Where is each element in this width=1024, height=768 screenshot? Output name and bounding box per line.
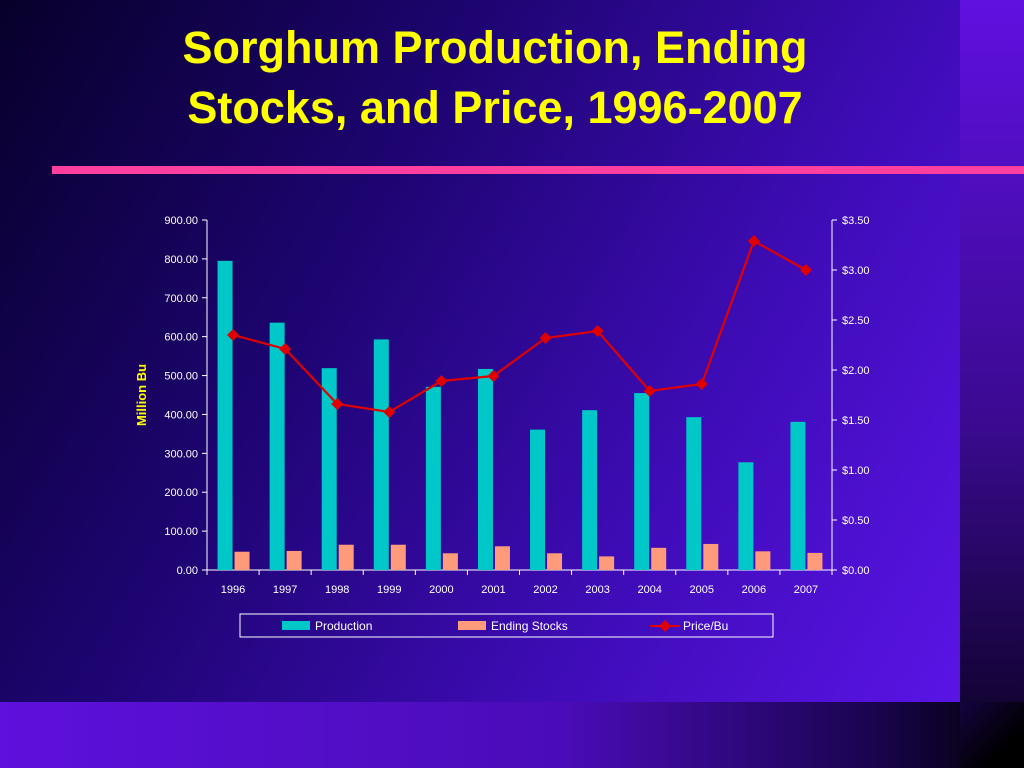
production-bar [269,322,285,570]
x-tick-label: 1996 [221,584,245,596]
ending-stocks-bar [234,551,250,570]
production-bar [582,410,598,570]
left-tick-label: 600.00 [164,332,198,344]
right-tick-label: $3.00 [842,265,870,277]
legend-swatch-production [282,621,310,630]
legend-label: Ending Stocks [491,619,568,633]
ending-stocks-bar [703,543,719,570]
price-line [227,235,812,418]
price-line-path [232,239,807,414]
production-bar [634,393,650,570]
price-point [487,370,500,382]
slide-background [0,0,960,702]
price-point [695,378,708,390]
price-point [435,375,448,387]
ending-stocks-bar [599,556,615,570]
left-tick-label: 400.00 [164,409,198,421]
left-tick-label: 100.00 [164,526,198,538]
legend-label: Production [315,619,372,633]
ending-stocks-bar [547,553,563,570]
right-tick-label: $2.50 [842,315,870,327]
left-tick-label: 0.00 [177,565,198,577]
title-line-2: Stocks, and Price, 1996-2007 [187,82,803,133]
x-tick-label: 2004 [637,584,661,596]
production-bar [373,339,389,570]
ending-stocks-bar [651,547,667,570]
chart-axes [202,219,837,575]
chart-bars [217,260,823,570]
price-point [383,406,396,418]
price-point [539,332,552,344]
production-bar [425,386,441,570]
left-tick-label: 200.00 [164,487,198,499]
legend-swatch-ending-stocks [458,621,486,630]
left-tick-label: 800.00 [164,254,198,266]
y-axis-title: Million Bu [134,364,149,426]
production-bar [530,429,546,570]
production-bar [321,368,337,570]
production-bar [477,368,493,570]
x-tick-label: 2003 [585,584,609,596]
left-tick-label: 500.00 [164,371,198,383]
slide-title: Sorghum Production, Ending Stocks, and P… [0,18,990,138]
x-tick-label: 2001 [481,584,505,596]
left-tick-label: 900.00 [164,215,198,227]
price-point [747,235,760,247]
chart-legend: Production Ending Stocks Price/Bu [239,613,774,638]
price-point [331,398,344,410]
price-point [591,325,604,337]
legend-box [239,613,774,638]
ending-stocks-bar [442,553,458,570]
price-point [279,343,292,355]
bottom-accent-bar [0,702,1024,768]
left-tick-label: 300.00 [164,448,198,460]
x-tick-label: 1997 [273,584,297,596]
production-bar [790,421,806,570]
production-bar [686,417,702,570]
price-point [227,329,240,341]
ending-stocks-bar [338,544,354,570]
production-bar [738,462,754,570]
tick-labels: 0.00 100.00 200.00 300.00 400.00 500.00 600.00… [164,215,869,596]
x-tick-label: 2000 [429,584,453,596]
x-tick-label: 2005 [690,584,714,596]
price-point [799,264,812,276]
ending-stocks-bar [286,550,302,570]
left-tick-label: 700.00 [164,293,198,305]
ending-stocks-bar [807,552,823,570]
production-bar [217,260,233,570]
x-tick-label: 2006 [742,584,766,596]
ending-stocks-bar [390,544,406,570]
title-underline [52,166,1024,174]
price-point [643,385,656,397]
corner-accent [960,702,1024,768]
x-tick-label: 1998 [325,584,349,596]
x-tick-label: 1999 [377,584,401,596]
right-tick-label: $0.00 [842,565,870,577]
right-tick-label: $3.50 [842,215,870,227]
ending-stocks-bar [494,546,510,570]
right-tick-label: $1.50 [842,415,870,427]
x-tick-label: 2007 [794,584,818,596]
legend-label: Price/Bu [683,619,728,633]
right-tick-label: $0.50 [842,515,870,527]
ending-stocks-bar [755,551,771,570]
legend-swatch-price-marker [659,620,671,632]
right-tick-label: $2.00 [842,365,870,377]
right-tick-label: $1.00 [842,465,870,477]
right-accent-bar [960,0,1024,768]
title-line-1: Sorghum Production, Ending [182,22,808,73]
x-tick-label: 2002 [533,584,557,596]
